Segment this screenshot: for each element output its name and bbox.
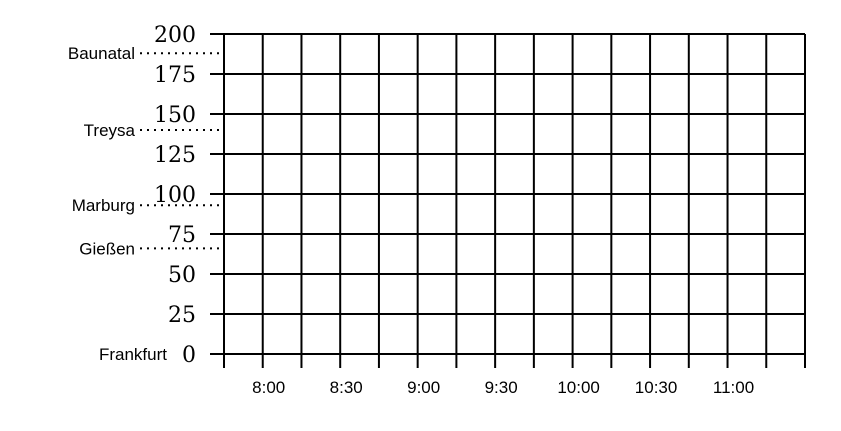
x-axis-ticks: 8:00 8:30 9:00 9:30 10:00 10:30 11:00 [252, 378, 754, 397]
x-tick-label-1030: 10:30 [635, 378, 678, 397]
chart-grid [210, 33, 806, 368]
x-tick-label-1100: 11:00 [713, 378, 754, 397]
y-tick-label-75: 75 [168, 223, 196, 248]
x-tick-label-900: 9:00 [407, 378, 440, 397]
station-label-treysa: Treysa [84, 121, 136, 140]
y-tick-label-0: 0 [182, 343, 196, 368]
x-tick-label-930: 9:30 [485, 378, 518, 397]
station-label-frankfurt: Frankfurt [99, 345, 167, 364]
y-tick-label-200: 200 [154, 23, 196, 48]
y-tick-label-125: 125 [154, 143, 196, 168]
station-label-baunatal: Baunatal [68, 44, 135, 63]
y-tick-label-175: 175 [154, 63, 196, 88]
y-tick-label-150: 150 [154, 103, 196, 128]
y-axis-ticks: 0 25 50 75 100 125 150 175 200 [154, 23, 196, 368]
y-tick-label-100: 100 [154, 183, 196, 208]
station-labels: Frankfurt Gießen Marburg Treysa Baunatal [68, 44, 224, 364]
station-label-marburg: Marburg [72, 196, 135, 215]
x-tick-label-830: 8:30 [330, 378, 363, 397]
station-label-gie-en: Gießen [79, 239, 135, 258]
x-tick-label-800: 8:00 [252, 378, 285, 397]
y-tick-label-50: 50 [168, 263, 196, 288]
x-tick-label-1000: 10:00 [557, 378, 600, 397]
y-tick-label-25: 25 [168, 303, 196, 328]
